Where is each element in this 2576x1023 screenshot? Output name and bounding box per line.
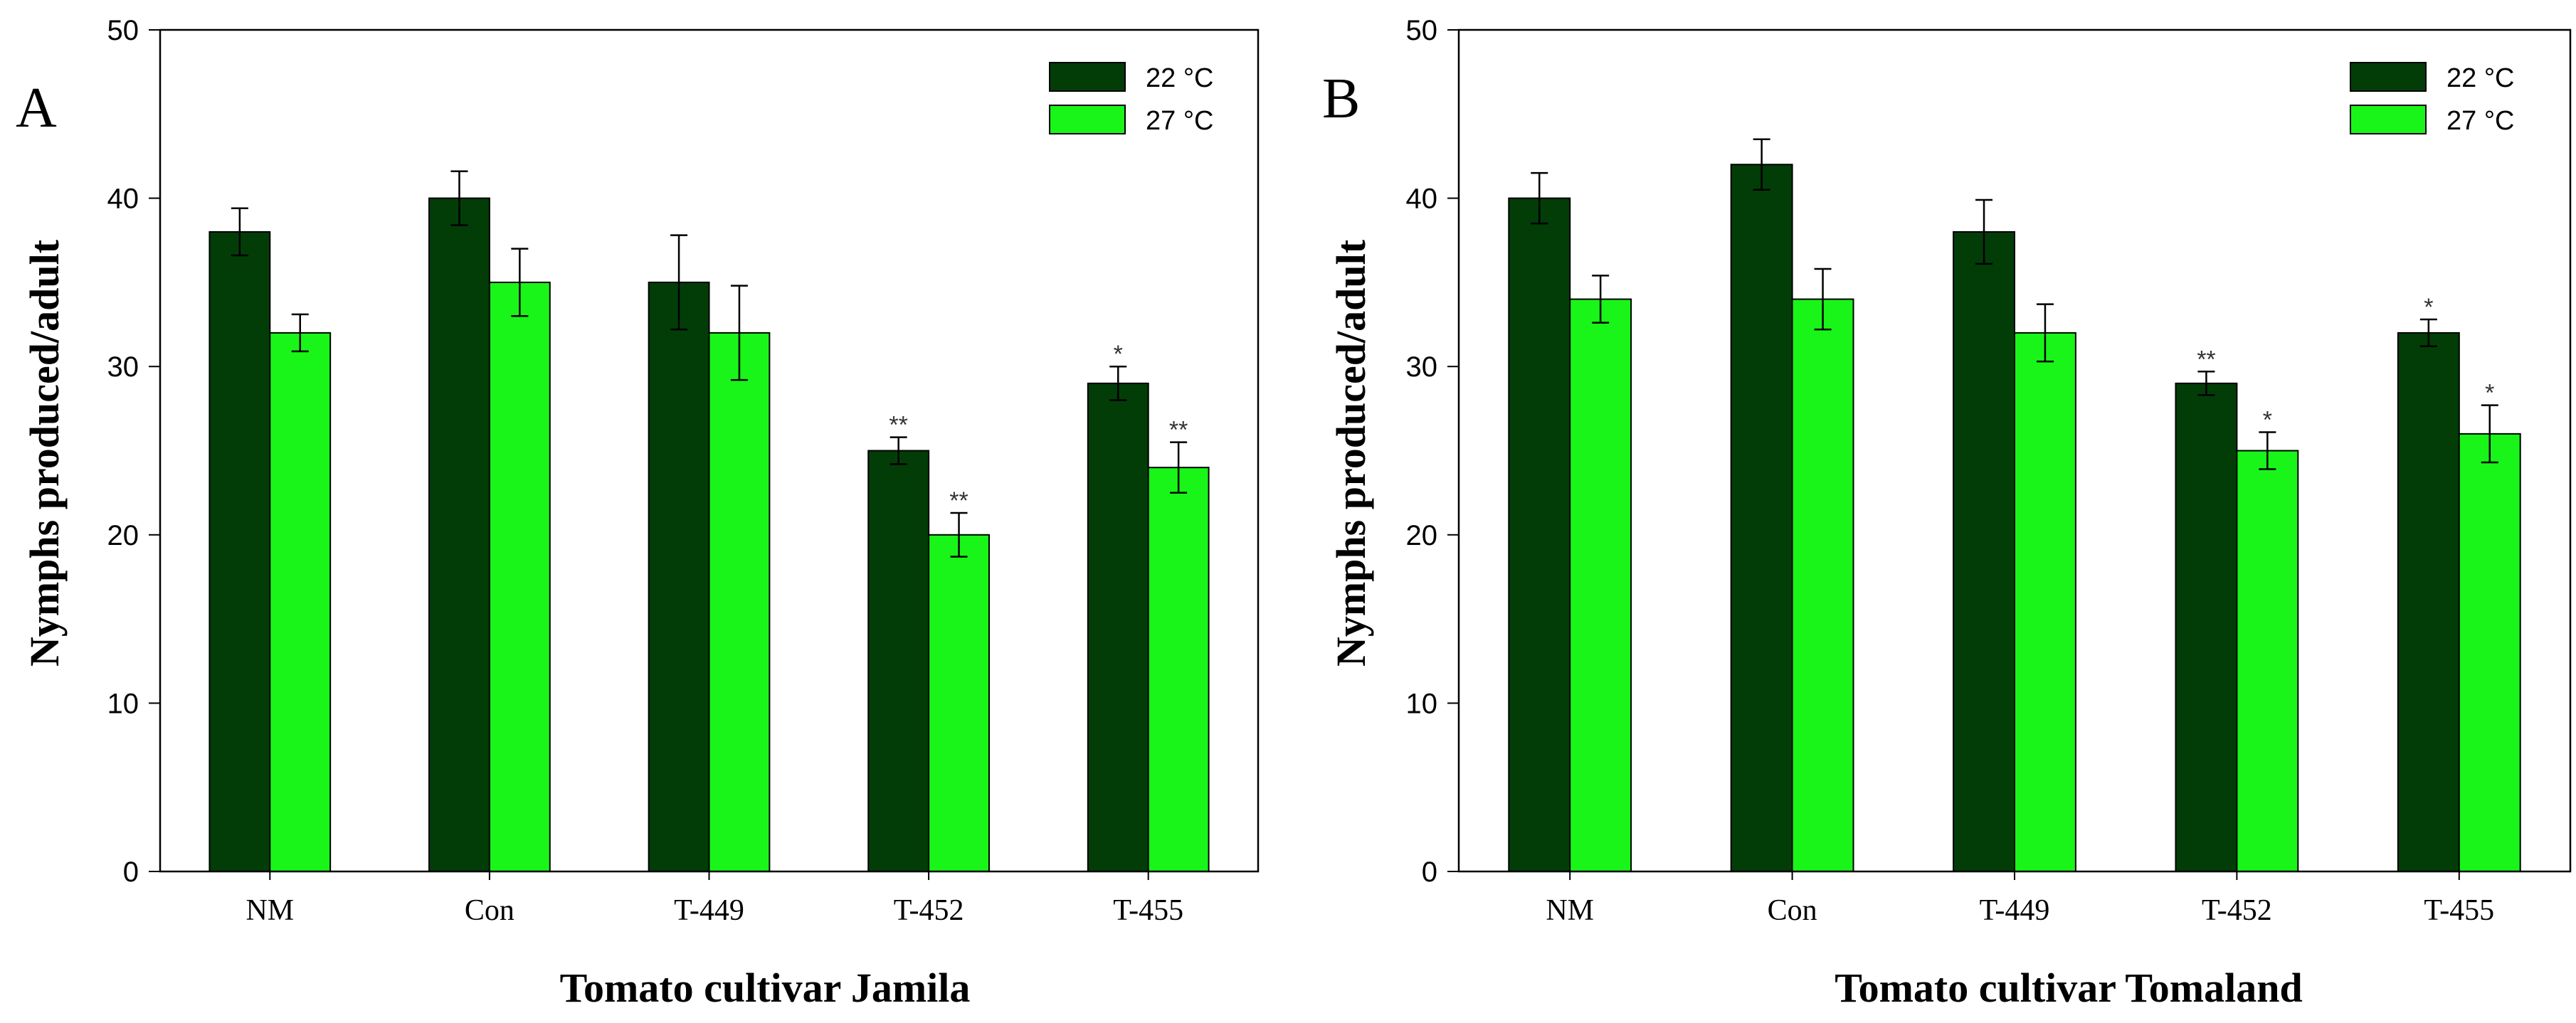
panel-a-significance-mark: * [1114, 341, 1123, 368]
panel-a-significance-mark: ** [1169, 417, 1188, 444]
panel-a-bar [488, 281, 551, 872]
panel-b-significance-mark: * [2424, 294, 2433, 321]
panel-a-x-tick-label: T-449 [674, 894, 744, 927]
panel-b-legend-label-27: 27 °C [2446, 106, 2514, 136]
panel-a-x-tick-label: T-455 [1113, 894, 1183, 927]
panel-b-y-axis-title: Nymphs produced/adult [1328, 239, 1374, 667]
panel-a-x-tick-label: Con [465, 894, 514, 927]
panel-b-y-tick-label: 40 [1406, 184, 1438, 215]
panel-b-x-tick-label: T-452 [2202, 894, 2272, 927]
panel-b-x-tick-label: T-455 [2424, 894, 2494, 927]
panel-a-legend-label-22: 22 °C [1146, 63, 1213, 93]
panel-b-plot-frame [1457, 28, 2572, 873]
panel-b-significance-mark: * [2263, 406, 2272, 433]
panel-a-legend: 22 °C 27 °C [1049, 62, 1213, 136]
panel-b-legend-swatch-27 [2350, 105, 2427, 134]
panel-b-x-tick-label: Con [1768, 894, 1817, 927]
panel-b-letter: B [1322, 68, 1360, 130]
panel-a-bar [708, 332, 771, 872]
panel-b-bar [1791, 298, 1854, 872]
panel-a-bar [928, 534, 990, 872]
panel-b-x-tick-label: T-449 [1980, 894, 2050, 927]
panel-a-y-tick-label: 30 [107, 351, 139, 383]
panel-b: B Nymphs produced/adult Tomato cultivar … [1322, 15, 2572, 1011]
panel-a-bar [1147, 467, 1210, 872]
panel-b-bar [2397, 332, 2460, 872]
panel-b-y-tick-label: 50 [1406, 15, 1438, 46]
panel-a-bar [1087, 382, 1149, 872]
panel-b-y-tick-label: 10 [1406, 688, 1438, 719]
panel-a-bar [648, 281, 710, 872]
panel-a-x-axis-title: Tomato cultivar Jamila [560, 965, 971, 1011]
panel-a: A Nymphs produced/adult Tomato cultivar … [16, 15, 1260, 1011]
panel-b-x-axis-title: Tomato cultivar Tomaland [1835, 965, 2302, 1011]
panel-b-legend-label-22: 22 °C [2446, 63, 2514, 93]
panel-a-bar [269, 332, 332, 872]
panel-a-legend-label-27: 27 °C [1146, 106, 1213, 136]
panel-b-bar [2175, 382, 2238, 872]
panel-b-bar [2236, 450, 2299, 872]
panel-b-y-tick-label: 0 [1422, 857, 1437, 888]
panel-a-bar [867, 450, 930, 872]
panel-a-letter: A [16, 77, 57, 139]
panel-a-legend-swatch-27 [1049, 105, 1126, 134]
panel-a-x-tick-label: NM [246, 894, 294, 927]
panel-a-y-tick-label: 50 [107, 15, 139, 46]
panel-a-x-tick-label: T-452 [894, 894, 964, 927]
panel-b-legend: 22 °C 27 °C [2350, 62, 2514, 136]
panel-b-bar [1508, 197, 1571, 873]
panel-b-y-tick-label: 20 [1406, 520, 1438, 551]
panel-a-significance-mark: ** [889, 412, 907, 439]
panel-b-bar [2458, 433, 2521, 872]
panel-b-legend-swatch-22 [2350, 62, 2427, 92]
panel-b-bar [1569, 298, 1632, 872]
panel-a-bar [428, 197, 490, 873]
panel-a-plot-frame [159, 28, 1260, 873]
panel-b-significance-mark: ** [2197, 346, 2215, 373]
panel-b-significance-mark: * [2485, 380, 2494, 407]
panel-b-bar [2014, 332, 2076, 872]
panel-a-bar [208, 230, 271, 873]
panel-a-y-tick-label: 20 [107, 520, 139, 551]
panel-a-significance-mark: ** [949, 487, 968, 514]
panel-a-y-axis-title: Nymphs produced/adult [21, 239, 68, 667]
panel-b-bar [1730, 164, 1793, 872]
panel-a-y-tick-label: 40 [107, 184, 139, 215]
panel-a-legend-swatch-22 [1049, 62, 1126, 92]
panel-b-y-tick-label: 30 [1406, 351, 1438, 383]
panel-a-y-tick-label: 0 [123, 857, 139, 888]
panel-b-bar [1953, 230, 2016, 873]
panel-b-x-tick-label: NM [1546, 894, 1594, 927]
panel-a-y-tick-label: 10 [107, 688, 139, 719]
